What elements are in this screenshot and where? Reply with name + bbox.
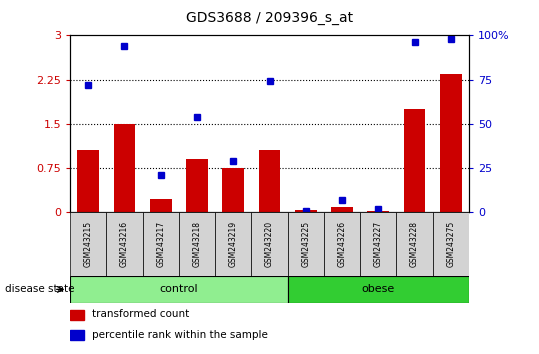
Text: GDS3688 / 209396_s_at: GDS3688 / 209396_s_at (186, 11, 353, 25)
Text: percentile rank within the sample: percentile rank within the sample (92, 330, 268, 340)
Bar (114, 124, 135, 212)
Bar (360, 212, 396, 276)
Bar (70, 276, 288, 303)
Bar (404, 109, 425, 212)
Text: GSM243275: GSM243275 (446, 221, 455, 267)
Bar (288, 276, 469, 303)
Bar (143, 212, 179, 276)
Text: transformed count: transformed count (92, 309, 189, 319)
Text: GSM243220: GSM243220 (265, 221, 274, 267)
Text: disease state: disease state (5, 284, 75, 295)
Text: obese: obese (362, 284, 395, 295)
Text: GSM243218: GSM243218 (192, 221, 202, 267)
Bar (223, 168, 244, 212)
Bar (150, 199, 171, 212)
Bar (70, 212, 106, 276)
Bar (106, 212, 143, 276)
Bar (215, 212, 251, 276)
Bar (324, 212, 360, 276)
Bar (251, 212, 288, 276)
Bar (433, 212, 469, 276)
Bar (259, 150, 280, 212)
Text: GSM243217: GSM243217 (156, 221, 165, 267)
Text: GSM243225: GSM243225 (301, 221, 310, 267)
Bar (70, 330, 84, 341)
Bar (179, 212, 215, 276)
Bar (186, 159, 208, 212)
Text: GSM243215: GSM243215 (84, 221, 93, 267)
Text: GSM243227: GSM243227 (374, 221, 383, 267)
Bar (77, 150, 99, 212)
Text: GSM243226: GSM243226 (337, 221, 347, 267)
Bar (331, 206, 353, 212)
Bar (295, 210, 316, 212)
Text: GSM243219: GSM243219 (229, 221, 238, 267)
Bar (368, 211, 389, 212)
Text: GSM243228: GSM243228 (410, 221, 419, 267)
Bar (288, 212, 324, 276)
Text: control: control (160, 284, 198, 295)
Bar (396, 212, 433, 276)
Bar (70, 309, 84, 320)
Text: GSM243216: GSM243216 (120, 221, 129, 267)
Bar (440, 74, 462, 212)
